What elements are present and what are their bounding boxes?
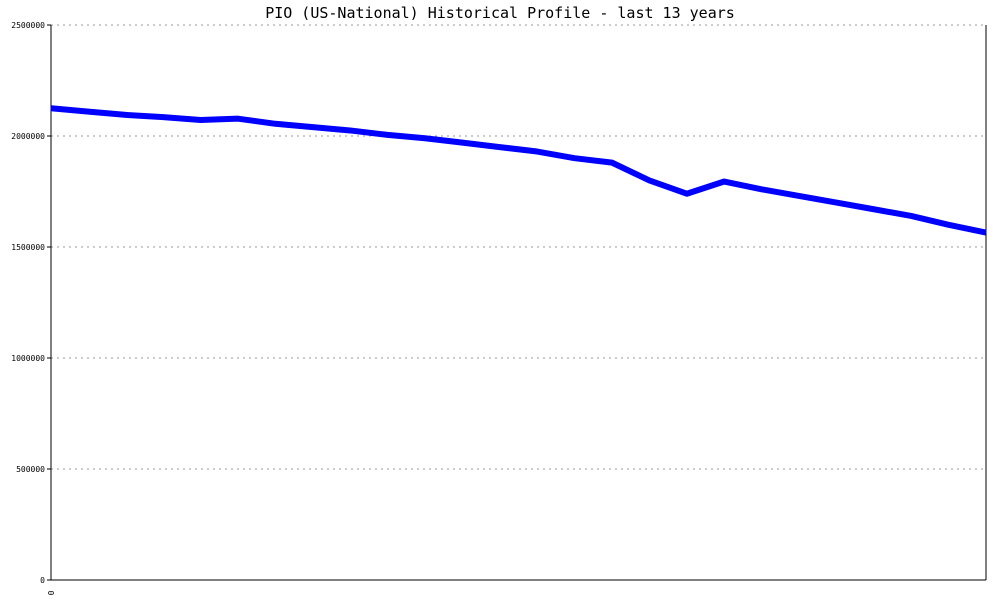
- data-point: [985, 232, 987, 234]
- series-group: [50, 105, 987, 236]
- data-point: [424, 137, 426, 139]
- data-point: [686, 193, 688, 195]
- y-tick-label: 2500000: [11, 21, 45, 30]
- data-point: [648, 179, 650, 181]
- data-point: [910, 215, 912, 217]
- x-tick-label: 0: [47, 590, 56, 595]
- grid: [51, 24, 986, 470]
- data-point: [87, 111, 89, 113]
- data-point: [798, 195, 800, 197]
- y-tick-label: 1000000: [11, 354, 45, 363]
- data-point: [162, 116, 164, 118]
- data-point: [611, 162, 613, 164]
- data-point: [499, 146, 501, 148]
- data-point: [387, 134, 389, 136]
- data-point: [461, 142, 463, 144]
- data-point: [349, 129, 351, 131]
- data-point: [574, 157, 576, 159]
- data-point: [835, 202, 837, 204]
- data-point: [536, 151, 538, 153]
- y-tick-label: 0: [40, 576, 45, 585]
- data-point: [948, 224, 950, 226]
- chart-title: PIO (US-National) Historical Profile - l…: [265, 4, 735, 22]
- data-point: [761, 188, 763, 190]
- y-tick-label: 2000000: [11, 132, 45, 141]
- series-line: [50, 105, 987, 236]
- data-point: [274, 123, 276, 125]
- data-point: [723, 181, 725, 183]
- x-axis-ticks: 0: [47, 590, 56, 595]
- y-axis-ticks: 0 500000 1000000 1500000 2000000 2500000: [11, 21, 51, 585]
- data-point: [200, 119, 202, 121]
- data-point: [237, 118, 239, 120]
- data-point: [125, 114, 127, 116]
- data-point: [50, 107, 52, 109]
- data-point: [873, 208, 875, 210]
- y-tick-label: 500000: [16, 465, 45, 474]
- data-point: [312, 126, 314, 128]
- y-tick-label: 1500000: [11, 243, 45, 252]
